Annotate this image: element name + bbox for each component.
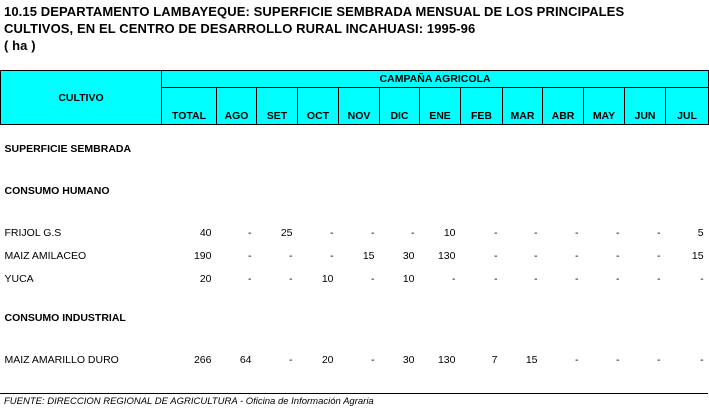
cell-ago: - bbox=[248, 249, 252, 262]
cell-ago: 64 bbox=[239, 353, 252, 366]
cell-ene: - bbox=[452, 272, 456, 285]
cell-jul: 5 bbox=[697, 226, 704, 239]
cell-jul: - bbox=[700, 272, 704, 285]
cell-set: 25 bbox=[280, 226, 293, 239]
header-col-ene: ENE bbox=[419, 87, 461, 125]
section-consumo-industrial: CONSUMO INDUSTRIAL bbox=[4, 311, 126, 324]
cell-oct: - bbox=[330, 226, 334, 239]
title-line-2: CULTIVOS, EN EL CENTRO DE DESARROLLO RUR… bbox=[4, 21, 476, 36]
header-col-jul: JUL bbox=[665, 87, 709, 125]
cell-abr: - bbox=[575, 353, 579, 366]
cell-jun: - bbox=[657, 353, 661, 366]
cell-nov: - bbox=[371, 226, 375, 239]
cell-mar: 15 bbox=[525, 353, 538, 366]
table-row: FRIJOL G.S 40 - 25 - - - 10 - - - - - 5 bbox=[1, 221, 709, 244]
header-cultivo: CULTIVO bbox=[0, 70, 162, 125]
cell-abr: - bbox=[575, 226, 579, 239]
cell-jul: 15 bbox=[691, 249, 704, 262]
cell-may: - bbox=[616, 249, 620, 262]
data-table: CULTIVO CAMPAÑA AGRICOLA TOTAL AGO SET O… bbox=[0, 70, 709, 371]
table-row: YUCA 20 - - 10 - 10 - - - - - - - bbox=[1, 267, 709, 290]
cell-total: 20 bbox=[199, 272, 212, 285]
cell-feb: - bbox=[494, 272, 498, 285]
header-col-abr: ABR bbox=[542, 87, 584, 125]
cell-dic: 10 bbox=[402, 272, 415, 285]
cell-jun: - bbox=[657, 249, 661, 262]
cell-jun: - bbox=[657, 226, 661, 239]
section-consumo-humano: CONSUMO HUMANO bbox=[4, 184, 110, 197]
table-title: 10.15 DEPARTAMENTO LAMBAYEQUE: SUPERFICI… bbox=[4, 3, 704, 54]
header-col-dic: DIC bbox=[379, 87, 420, 125]
header-col-jun: JUN bbox=[624, 87, 666, 125]
cell-abr: - bbox=[575, 272, 579, 285]
cell-ago: - bbox=[248, 226, 252, 239]
cell-total: 266 bbox=[193, 353, 212, 366]
header-col-nov: NOV bbox=[338, 87, 380, 125]
section-superficie-sembrada: SUPERFICIE SEMBRADA bbox=[4, 142, 132, 155]
header-col-may: MAY bbox=[583, 87, 625, 125]
cell-nov: - bbox=[371, 272, 375, 285]
cell-set: - bbox=[289, 272, 293, 285]
header-col-set: SET bbox=[256, 87, 298, 125]
cell-dic: 30 bbox=[402, 249, 415, 262]
table-row: MAIZ AMILACEO 190 - - - 15 30 130 - - - … bbox=[1, 244, 709, 267]
cell-total: 40 bbox=[199, 226, 212, 239]
header-campana: CAMPAÑA AGRICOLA bbox=[161, 70, 709, 88]
cell-ene: 130 bbox=[437, 249, 456, 262]
cell-mar: - bbox=[534, 226, 538, 239]
cell-ene: 130 bbox=[437, 353, 456, 366]
header-col-oct: OCT bbox=[297, 87, 339, 125]
row-label: FRIJOL G.S bbox=[4, 226, 62, 239]
cell-set: - bbox=[289, 353, 293, 366]
footer-divider bbox=[0, 393, 708, 394]
cell-ene: 10 bbox=[443, 226, 456, 239]
cell-feb: 7 bbox=[491, 353, 498, 366]
row-label: MAIZ AMARILLO DURO bbox=[4, 353, 119, 366]
source-footnote: FUENTE: DIRECCION REGIONAL DE AGRICULTUR… bbox=[4, 396, 374, 407]
cell-nov: 15 bbox=[362, 249, 375, 262]
cell-nov: - bbox=[371, 353, 375, 366]
cell-jul: - bbox=[700, 353, 704, 366]
cell-dic: 30 bbox=[402, 353, 415, 366]
table-row: MAIZ AMARILLO DURO 266 64 - 20 - 30 130 … bbox=[1, 348, 709, 371]
cell-jun: - bbox=[657, 272, 661, 285]
cell-may: - bbox=[616, 272, 620, 285]
header-col-total: TOTAL bbox=[161, 87, 217, 125]
cell-mar: - bbox=[534, 272, 538, 285]
cell-abr: - bbox=[575, 249, 579, 262]
cell-dic: - bbox=[411, 226, 415, 239]
row-label: YUCA bbox=[4, 272, 34, 285]
cell-ago: - bbox=[248, 272, 252, 285]
header-col-mar: MAR bbox=[502, 87, 543, 125]
header-col-ago: AGO bbox=[216, 87, 257, 125]
cell-oct: - bbox=[330, 249, 334, 262]
cell-may: - bbox=[616, 226, 620, 239]
row-label: MAIZ AMILACEO bbox=[4, 249, 87, 262]
header-col-feb: FEB bbox=[460, 87, 503, 125]
cell-set: - bbox=[289, 249, 293, 262]
cell-feb: - bbox=[494, 226, 498, 239]
cell-total: 190 bbox=[193, 249, 212, 262]
title-line-1: 10.15 DEPARTAMENTO LAMBAYEQUE: SUPERFICI… bbox=[4, 4, 625, 19]
cell-feb: - bbox=[494, 249, 498, 262]
cell-mar: - bbox=[534, 249, 538, 262]
cell-oct: 10 bbox=[321, 272, 334, 285]
title-unit: ( ha ) bbox=[4, 38, 36, 53]
cell-oct: 20 bbox=[321, 353, 334, 366]
cell-may: - bbox=[616, 353, 620, 366]
